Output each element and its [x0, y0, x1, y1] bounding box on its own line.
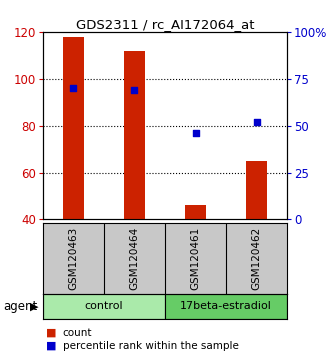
Bar	[43, 294, 165, 319]
Text: GSM120462: GSM120462	[251, 227, 262, 290]
Point	[132, 87, 137, 93]
Point	[193, 130, 198, 136]
Point	[71, 85, 76, 91]
Text: agent: agent	[3, 300, 38, 313]
Text: GSM120461: GSM120461	[190, 227, 201, 290]
Bar	[185, 205, 206, 219]
Text: control: control	[84, 301, 123, 311]
Bar	[246, 161, 267, 219]
Text: ■: ■	[46, 341, 57, 351]
Text: GSM120463: GSM120463	[68, 227, 79, 290]
Bar	[63, 36, 84, 219]
Text: percentile rank within the sample: percentile rank within the sample	[63, 341, 239, 351]
Text: ▶: ▶	[30, 301, 38, 311]
Text: GSM120464: GSM120464	[129, 227, 140, 290]
Bar	[124, 51, 145, 219]
Bar	[165, 294, 287, 319]
Title: GDS2311 / rc_AI172064_at: GDS2311 / rc_AI172064_at	[76, 18, 254, 31]
Text: ■: ■	[46, 328, 57, 338]
Text: count: count	[63, 328, 92, 338]
Point	[254, 119, 259, 125]
Text: 17beta-estradiol: 17beta-estradiol	[180, 301, 272, 311]
